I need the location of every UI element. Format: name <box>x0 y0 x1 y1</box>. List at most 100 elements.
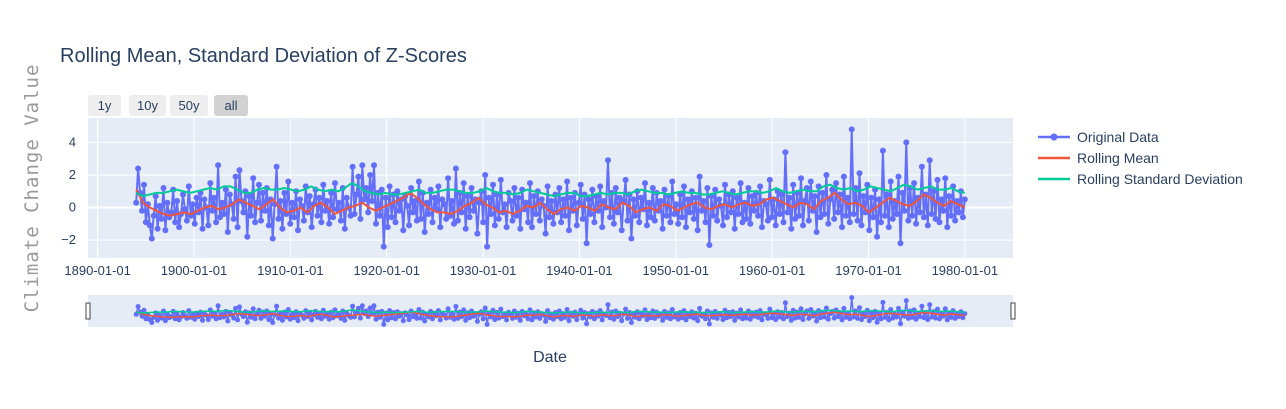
data-point <box>215 162 222 169</box>
legend-item-rolling-mean[interactable]: Rolling Mean <box>1038 150 1159 166</box>
range-button-label: 10y <box>137 98 158 113</box>
x-tick-label: 1900-01-01 <box>161 263 228 278</box>
data-point <box>396 207 403 214</box>
data-point <box>669 307 675 312</box>
x-tick-label: 1930-01-01 <box>450 263 517 278</box>
data-point <box>769 315 775 321</box>
data-point <box>890 315 896 321</box>
range-slider-right-handle[interactable] <box>1010 302 1016 320</box>
data-point <box>903 139 910 146</box>
data-point <box>162 227 169 234</box>
data-point <box>281 189 288 196</box>
data-point <box>587 211 594 217</box>
data-point <box>427 186 434 193</box>
data-point <box>463 317 469 323</box>
x-tick-label: 1950-01-01 <box>643 263 710 278</box>
y-tick-label: −2 <box>61 232 76 247</box>
data-point <box>710 212 717 219</box>
data-point <box>743 315 749 321</box>
data-point <box>819 189 826 196</box>
legend-item-rolling-standard-deviation[interactable]: Rolling Standard Deviation <box>1038 171 1243 187</box>
range-button-all[interactable]: all <box>214 95 248 116</box>
data-point <box>766 176 773 183</box>
data-point <box>158 215 165 222</box>
data-point <box>525 219 532 226</box>
data-point <box>265 222 272 229</box>
data-point <box>152 193 159 200</box>
range-button-1y[interactable]: 1y <box>88 95 121 116</box>
range-slider-left-handle[interactable] <box>85 302 91 320</box>
data-point <box>651 217 658 224</box>
data-point <box>667 219 674 226</box>
legend-item-original-data[interactable]: Original Data <box>1038 129 1159 145</box>
data-point <box>781 316 786 322</box>
data-point <box>842 212 849 219</box>
data-point <box>248 314 254 320</box>
data-point <box>940 207 947 214</box>
data-point <box>439 196 446 203</box>
data-point <box>700 198 707 204</box>
data-point <box>503 224 510 231</box>
x-axis-ticks: 1890-01-01 1900-01-01 1910-01-01 1920-01-01… <box>64 263 998 278</box>
data-point <box>661 186 668 193</box>
range-button-label: all <box>224 98 237 113</box>
data-point <box>199 225 206 232</box>
x-tick-label: 1980-01-01 <box>932 263 999 278</box>
data-point <box>334 206 340 213</box>
data-point <box>577 181 584 188</box>
data-point <box>681 183 687 190</box>
data-point <box>490 181 496 188</box>
data-point <box>706 242 713 248</box>
data-point <box>879 147 886 154</box>
data-point <box>636 219 643 226</box>
data-point <box>252 219 259 226</box>
data-point <box>911 180 918 187</box>
range-button-50y[interactable]: 50y <box>170 95 208 116</box>
data-point <box>893 211 900 217</box>
y-axis-ticks: −2 0 2 4 <box>61 134 76 247</box>
data-point <box>382 194 389 201</box>
data-point <box>825 316 831 322</box>
data-point <box>270 320 276 325</box>
data-point <box>784 209 791 216</box>
data-point <box>289 199 296 206</box>
range-button-10y[interactable]: 10y <box>129 95 166 116</box>
data-point <box>415 178 422 185</box>
data-point <box>723 214 730 221</box>
data-point <box>181 206 188 213</box>
data-point <box>583 240 590 247</box>
data-point <box>306 193 313 200</box>
data-point <box>782 300 788 306</box>
data-point <box>747 220 754 227</box>
data-point <box>605 157 611 164</box>
data-point <box>259 189 266 196</box>
data-point <box>913 220 920 227</box>
data-point <box>484 321 490 327</box>
data-point <box>697 305 703 311</box>
data-point <box>733 194 740 201</box>
data-point <box>308 224 315 231</box>
data-point <box>537 315 543 321</box>
data-point <box>925 317 931 323</box>
data-point <box>624 217 631 224</box>
data-point <box>548 198 555 204</box>
data-point <box>449 198 455 204</box>
data-point <box>226 191 233 198</box>
data-point <box>414 315 420 321</box>
data-point <box>246 193 253 200</box>
data-point <box>835 314 841 320</box>
data-point <box>369 198 376 204</box>
data-point <box>536 217 543 224</box>
data-point <box>704 185 711 191</box>
data-point <box>917 209 923 216</box>
data-point <box>886 317 892 323</box>
data-point <box>201 196 208 203</box>
data-point <box>172 219 179 226</box>
data-point <box>927 302 933 308</box>
data-point <box>645 199 652 206</box>
data-point <box>786 194 793 201</box>
data-point <box>759 317 765 323</box>
data-point <box>702 219 709 226</box>
data-point <box>367 305 373 311</box>
data-point <box>318 316 324 322</box>
